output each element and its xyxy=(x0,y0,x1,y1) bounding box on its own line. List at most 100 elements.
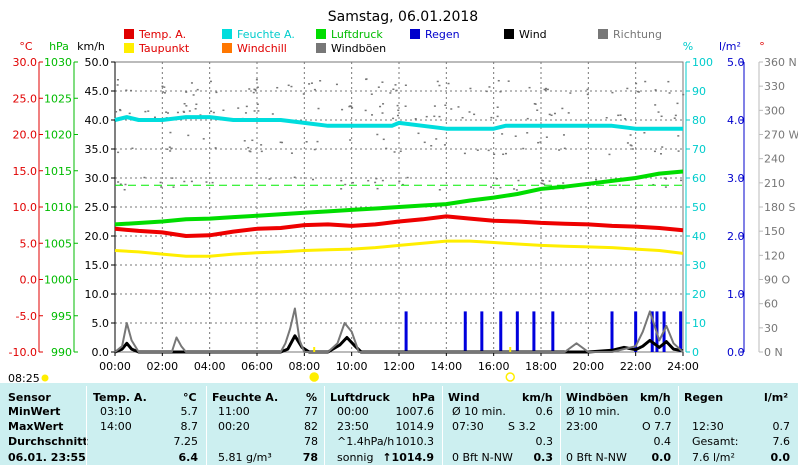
table-cell-press-time: sonnig xyxy=(337,451,374,464)
direction-dot xyxy=(115,111,118,113)
direction-dot xyxy=(313,88,316,91)
direction-dot xyxy=(562,134,565,136)
direction-dot xyxy=(469,87,472,90)
direction-dot xyxy=(256,103,259,106)
direction-dot xyxy=(117,151,120,154)
table-cell-gust-dir: O 7.7 xyxy=(642,420,672,433)
hdr-wind: Wind xyxy=(448,391,480,404)
direction-dot xyxy=(404,105,407,107)
hdr-gust: Windböen xyxy=(566,391,629,404)
direction-dot xyxy=(561,107,564,110)
direction-dot xyxy=(548,180,551,182)
x-tick-label: 14:00 xyxy=(430,360,462,373)
direction-dot xyxy=(674,114,677,117)
table-cell-press-val: 1010.3 xyxy=(395,435,435,448)
direction-dot xyxy=(677,135,680,137)
x-tick-label: 16:00 xyxy=(478,360,510,373)
tick-label-wind: 45.0 xyxy=(85,85,110,98)
x-tick-label: 20:00 xyxy=(572,360,604,373)
table-cell-wind-val: 0.3 xyxy=(535,435,554,448)
direction-dot xyxy=(657,111,660,113)
legend-swatch xyxy=(222,43,232,53)
direction-dot xyxy=(185,91,188,93)
series-taupunkt xyxy=(114,239,684,258)
direction-dot xyxy=(340,179,343,182)
tick-label-temp: 5.0 xyxy=(20,237,38,250)
table-cell-hum-val: 78 xyxy=(302,451,318,464)
direction-dot xyxy=(371,114,374,116)
series-lines xyxy=(114,115,684,354)
tick-label-pressure: 1005 xyxy=(44,237,72,250)
direction-dot xyxy=(653,150,656,153)
direction-dot xyxy=(624,117,627,120)
direction-dot xyxy=(190,180,193,183)
direction-dot xyxy=(166,112,169,114)
direction-dot xyxy=(473,113,476,116)
direction-dot xyxy=(493,153,496,156)
direction-dot xyxy=(147,110,150,112)
direction-dot xyxy=(237,107,240,109)
axis-unit-wind: km/h xyxy=(77,40,105,53)
direction-dot xyxy=(143,176,146,179)
direction-dot xyxy=(677,150,680,152)
legend-label: Richtung xyxy=(613,28,662,41)
direction-dot xyxy=(563,147,566,150)
tick-label-rain: 3.0 xyxy=(727,172,745,185)
tick-label-humidity: 20 xyxy=(692,288,706,301)
direction-dot xyxy=(546,88,549,91)
direction-dot xyxy=(586,93,589,96)
hdr-press: Luftdruck xyxy=(330,391,390,404)
table-cell-gust-time: 0 Bft N-NW xyxy=(566,451,627,464)
direction-dot xyxy=(370,93,373,95)
rain-bar xyxy=(463,311,467,352)
direction-dot xyxy=(567,112,570,114)
direction-dot xyxy=(117,181,120,183)
legend-label: Taupunkt xyxy=(138,42,190,55)
tick-label-pressure: 1015 xyxy=(44,165,72,178)
direction-dot xyxy=(335,83,338,86)
direction-dot xyxy=(447,82,450,85)
direction-dot xyxy=(643,132,646,134)
direction-dot xyxy=(374,181,377,184)
direction-dot xyxy=(542,179,545,182)
direction-dot xyxy=(190,82,193,84)
direction-dot xyxy=(349,139,352,141)
hdr-press-unit: hPa xyxy=(412,391,436,404)
direction-dot xyxy=(251,139,254,142)
direction-dot xyxy=(507,80,510,82)
direction-dot xyxy=(630,144,633,147)
series-feuchte-a- xyxy=(114,115,683,131)
legend-swatch xyxy=(222,29,232,39)
direction-dot xyxy=(188,110,191,112)
direction-dot xyxy=(311,178,314,181)
legend-label: Wind xyxy=(519,28,547,41)
direction-dot xyxy=(438,115,441,118)
tick-label-wind: 20.0 xyxy=(85,230,110,243)
x-tick-label: 00:00 xyxy=(99,360,131,373)
direction-dot xyxy=(379,105,382,108)
table-cell-temp-time: 03:10 xyxy=(100,405,132,418)
direction-dot xyxy=(637,91,640,93)
direction-dot xyxy=(667,80,670,83)
direction-dot xyxy=(254,88,257,91)
rain-bar xyxy=(610,311,614,352)
direction-dot xyxy=(660,115,663,118)
tick-label-temp: -5.0 xyxy=(16,310,37,323)
hdr-rain-unit: l/m² xyxy=(764,391,789,404)
table-cell-rain-time: Gesamt: xyxy=(692,435,739,448)
direction-dot xyxy=(417,132,420,135)
direction-dot xyxy=(457,106,460,108)
direction-dot xyxy=(202,138,205,140)
direction-dot xyxy=(461,116,464,119)
stats-table: Sensor Temp. A. °C Feuchte A. % Luftdruc… xyxy=(0,383,798,465)
direction-dot xyxy=(255,78,258,81)
x-tick-label: 24:00 xyxy=(667,360,699,373)
direction-dot xyxy=(595,178,598,181)
direction-dot xyxy=(209,80,212,83)
direction-dot xyxy=(287,84,290,87)
direction-dot xyxy=(377,86,380,88)
direction-dot xyxy=(569,92,572,94)
direction-dot xyxy=(393,151,396,153)
tick-label-wind: 35.0 xyxy=(85,143,110,156)
direction-dot xyxy=(290,85,293,88)
